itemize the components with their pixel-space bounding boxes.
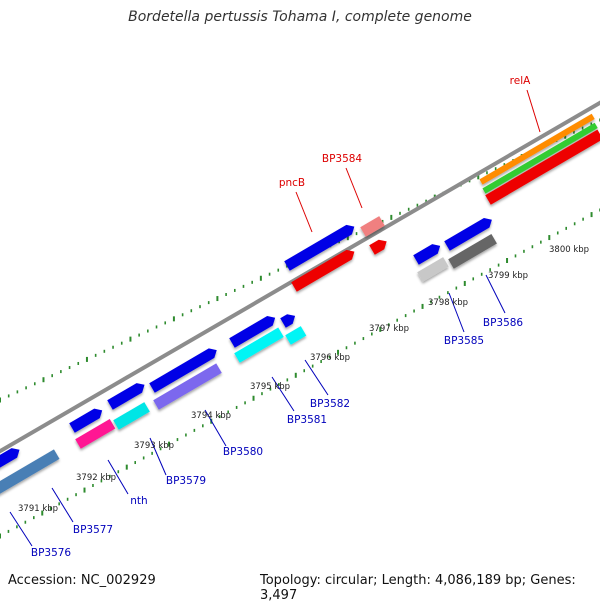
feature-BP3585[interactable] [413,244,441,265]
gene-label-BP3582: BP3582 [310,398,350,410]
feature-BP3586[interactable] [444,218,492,251]
tick-label: 3795 kbp [250,382,290,392]
tick-label: 3798 kbp [428,298,468,308]
feature-BP3581[interactable] [280,314,296,328]
leader-line [485,274,506,314]
leader-line [107,459,129,495]
leader-line [304,359,329,396]
feature-nth-cog[interactable] [75,419,116,449]
accession-text: Accession: NC_002929 [8,573,156,588]
tick-label: 3793 kbp [134,441,174,451]
gene-label-BP3584: BP3584 [322,153,363,165]
leader-line [295,191,313,233]
feature-BP3580[interactable] [229,316,276,348]
gene-label-nth: nth [130,495,147,507]
genome-stats-text: Topology: circular; Length: 4,086,189 bp… [260,573,576,603]
feature-BP3577[interactable] [69,408,103,433]
feature-relA-green[interactable] [482,122,598,194]
tick-label: 3800 kbp [549,245,589,255]
tick-label: 3791 kbp [18,504,58,514]
feature-BP3586-cog[interactable] [448,234,497,269]
gene-label-relA: relA [510,75,531,87]
tick-label: 3794 kbp [191,411,231,421]
feature-BP3584-cog[interactable] [369,239,387,255]
gene-label-BP3581: BP3581 [287,414,327,426]
gene-label-pncB: pncB [279,177,305,189]
feature-BP3579[interactable] [149,348,217,393]
feature-pncB[interactable] [284,224,355,271]
feature-BP3581-cog[interactable] [234,327,284,363]
page-title: Bordetella pertussis Tohama I, complete … [128,9,472,25]
gene-label-BP3586: BP3586 [483,317,524,329]
leader-line [51,487,74,523]
leader-line [345,167,363,209]
leader-line [9,511,33,547]
feature-relA[interactable] [485,129,600,205]
gene-label-BP3580: BP3580 [223,446,263,458]
tick-label: 3797 kbp [369,324,409,334]
label-layer: relA BP3584 pncB BP3586 BP3585 BP3582 BP3581 BP… [18,75,589,559]
feature-BP3582-cog[interactable] [285,326,307,345]
tick-label: 3792 kbp [76,473,116,483]
gene-label-BP3585: BP3585 [444,335,484,347]
feature-nth[interactable] [107,383,145,410]
feature-BP3580-cog[interactable] [153,363,222,410]
gene-label-BP3576: BP3576 [31,547,72,559]
leader-line [149,437,167,476]
leader-line [448,292,465,333]
feature-BP3584[interactable] [360,216,385,237]
feature-BP3585-cog[interactable] [417,257,449,282]
tick-label: 3799 kbp [488,271,528,281]
feature-pncB-cog[interactable] [291,249,355,292]
gene-label-BP3579: BP3579 [166,475,206,487]
tick-label: 3796 kbp [310,353,350,363]
feature-BP3576[interactable] [0,448,20,475]
gene-label-BP3577: BP3577 [73,524,113,536]
feature-layer [0,113,600,496]
leader-line [204,409,227,447]
leader-lines [9,89,541,547]
feature-BP3579-cog[interactable] [113,402,150,430]
leader-line [526,89,541,133]
feature-BP3576-cog[interactable] [0,449,60,496]
leader-line [271,376,295,412]
feature-relA-orange[interactable] [479,113,595,185]
backbone-line [0,100,600,454]
